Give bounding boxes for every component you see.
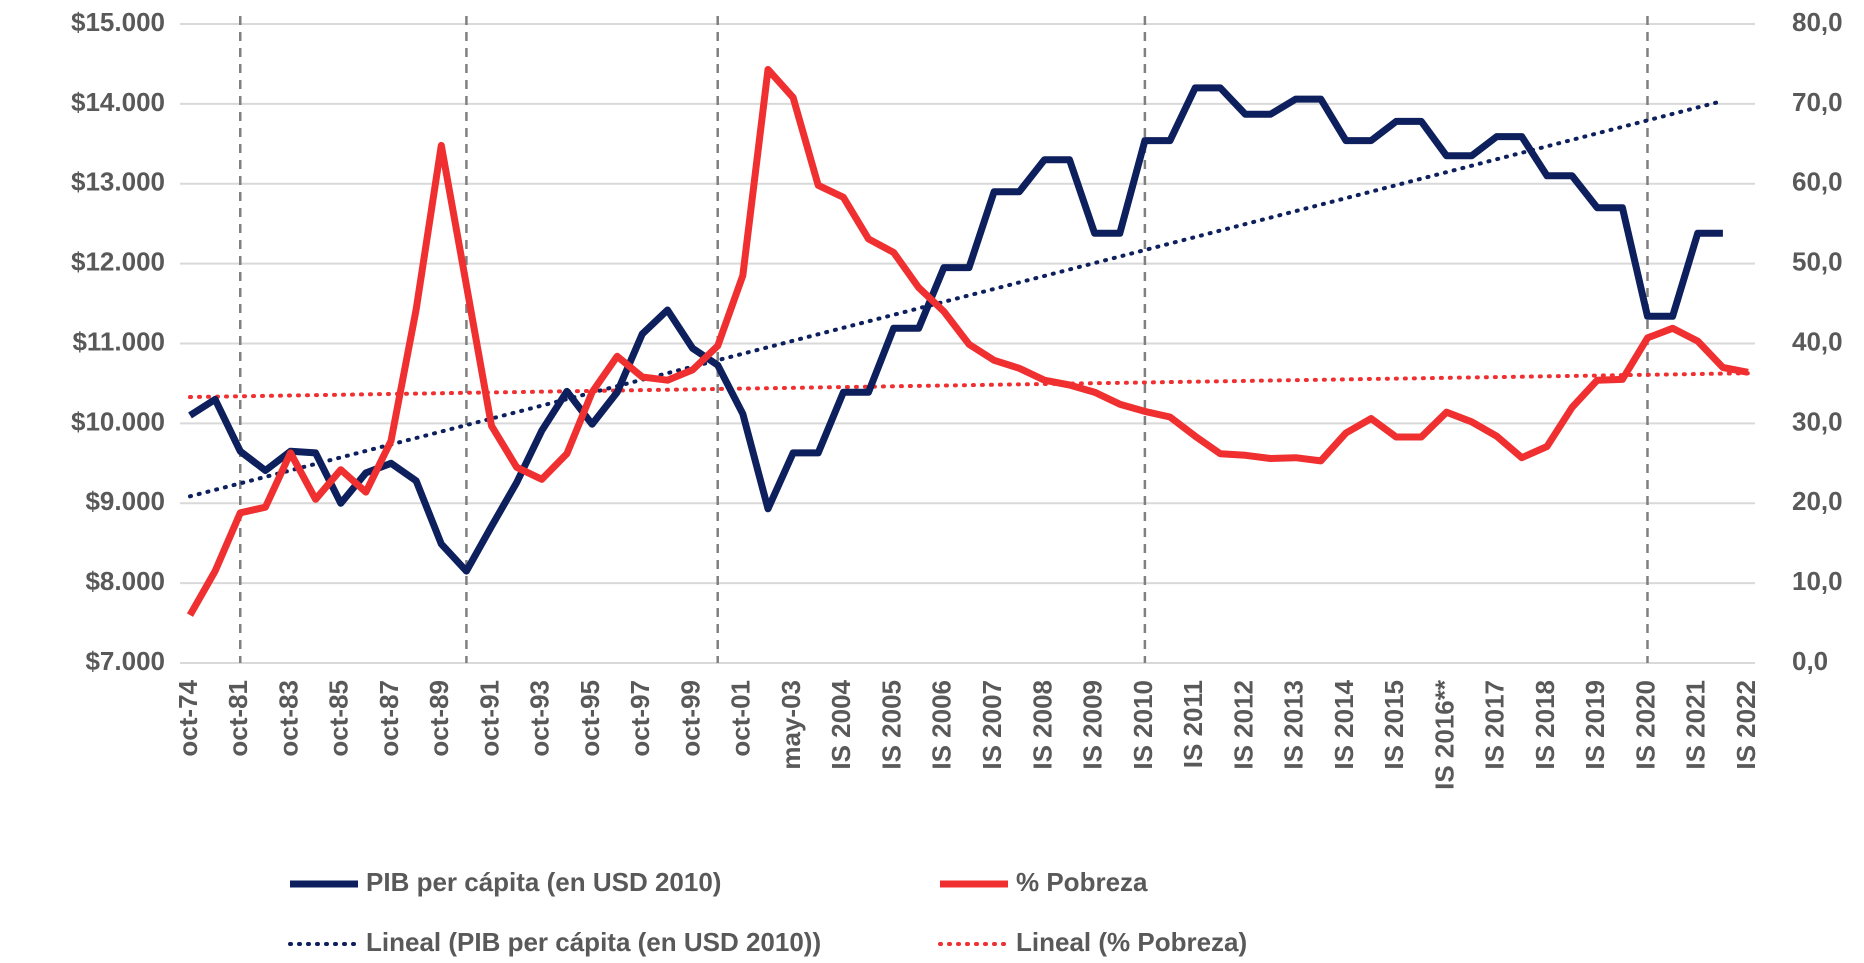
- x-tick-label: oct-93: [525, 680, 555, 757]
- x-tick-label: IS 2005: [876, 680, 906, 770]
- x-tick-label: may-03: [776, 680, 806, 770]
- x-tick-label: oct-87: [374, 680, 404, 757]
- x-tick-label: IS 2016**: [1429, 679, 1459, 790]
- y-tick-label: $8.000: [85, 566, 165, 596]
- y-tick-label: $11.000: [72, 326, 165, 356]
- x-tick-label: oct-85: [324, 680, 354, 757]
- x-tick-label: oct-81: [223, 680, 253, 757]
- y2-tick-label: 50,0: [1792, 247, 1843, 277]
- x-tick-label: IS 2021: [1681, 680, 1711, 770]
- x-tick-label: oct-01: [726, 680, 756, 757]
- trend-line: [188, 98, 1725, 499]
- x-tick-label: oct-89: [424, 680, 454, 757]
- y2-tick-label: 0,0: [1792, 646, 1828, 676]
- x-tick-label: IS 2013: [1279, 680, 1309, 770]
- x-tick-label: IS 2017: [1480, 680, 1510, 770]
- y-tick-label: $14.000: [71, 87, 165, 117]
- x-tick-label: oct-99: [675, 680, 705, 757]
- data-line: [186, 66, 1749, 617]
- y-tick-label: $12.000: [71, 247, 165, 277]
- y-tick-label: $10.000: [71, 406, 165, 436]
- y2-tick-label: 70,0: [1792, 87, 1843, 117]
- x-tick-label: IS 2020: [1630, 680, 1660, 770]
- y2-tick-label: 10,0: [1792, 566, 1843, 596]
- legend-label: % Pobreza: [1016, 867, 1148, 897]
- legend-label: Lineal (% Pobreza): [1016, 927, 1247, 957]
- x-tick-label: IS 2014: [1329, 679, 1359, 769]
- y-tick-label: $7.000: [85, 646, 165, 676]
- y-tick-label: $13.000: [71, 167, 165, 197]
- y2-tick-label: 60,0: [1792, 167, 1843, 197]
- x-tick-label: oct-91: [474, 680, 504, 757]
- y-tick-label: $15.000: [71, 7, 165, 37]
- data-line: [188, 84, 1723, 575]
- x-tick-label: IS 2012: [1228, 680, 1258, 770]
- x-tick-label: IS 2019: [1580, 680, 1610, 770]
- y2-tick-label: 80,0: [1792, 7, 1843, 37]
- trend-line: [188, 371, 1750, 400]
- y2-tick-label: 40,0: [1792, 326, 1843, 356]
- x-tick-label: IS 2011: [1178, 680, 1208, 768]
- x-tick-label: IS 2015: [1379, 680, 1409, 770]
- x-tick-label: IS 2009: [1078, 680, 1108, 770]
- x-tick-label: oct-97: [625, 680, 655, 757]
- x-tick-label: oct-74: [173, 679, 203, 756]
- legend-label: Lineal (PIB per cápita (en USD 2010)): [366, 927, 821, 957]
- x-tick-label: oct-83: [273, 680, 303, 757]
- x-tick-label: IS 2010: [1128, 680, 1158, 770]
- legend-label: PIB per cápita (en USD 2010): [366, 867, 721, 897]
- x-tick-label: oct-95: [575, 680, 605, 757]
- y2-tick-label: 20,0: [1792, 486, 1843, 516]
- x-tick-label: IS 2022: [1731, 680, 1761, 770]
- x-tick-label: IS 2007: [977, 680, 1007, 770]
- x-tick-label: IS 2018: [1530, 680, 1560, 770]
- x-tick-label: IS 2006: [927, 680, 957, 770]
- x-tick-label: IS 2004: [826, 679, 856, 769]
- y-tick-label: $9.000: [85, 486, 165, 516]
- y2-tick-label: 30,0: [1792, 406, 1843, 436]
- x-tick-label: IS 2008: [1027, 680, 1057, 770]
